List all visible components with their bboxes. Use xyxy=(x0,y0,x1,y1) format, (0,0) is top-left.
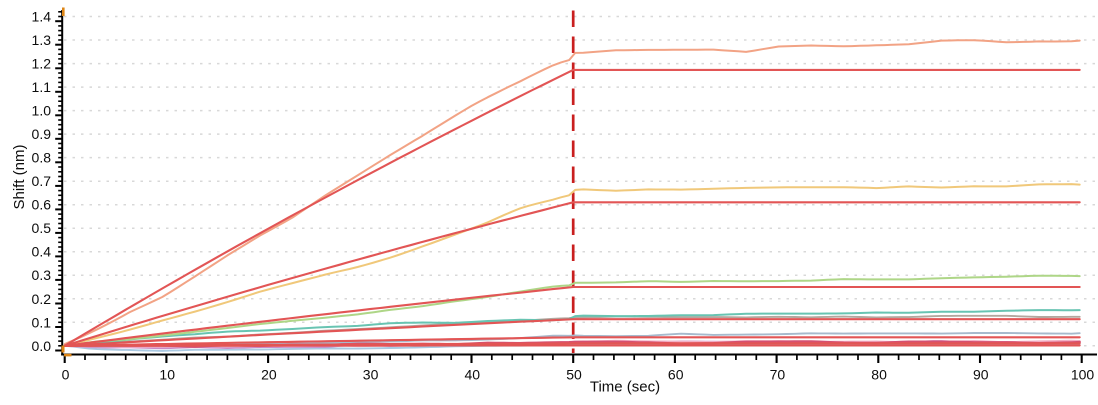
svg-text:1.0: 1.0 xyxy=(32,103,52,119)
svg-text:90: 90 xyxy=(973,366,989,382)
svg-text:60: 60 xyxy=(668,366,684,382)
svg-text:0.1: 0.1 xyxy=(32,314,52,330)
svg-text:0.9: 0.9 xyxy=(32,126,52,142)
svg-text:0.6: 0.6 xyxy=(32,197,52,213)
svg-text:1.3: 1.3 xyxy=(32,32,52,48)
svg-text:10: 10 xyxy=(159,366,175,382)
svg-text:0.2: 0.2 xyxy=(32,291,52,307)
svg-text:0.4: 0.4 xyxy=(32,244,52,260)
svg-text:1.4: 1.4 xyxy=(32,9,52,25)
svg-text:20: 20 xyxy=(261,366,277,382)
svg-text:100: 100 xyxy=(1071,366,1095,382)
svg-text:30: 30 xyxy=(363,366,379,382)
svg-text:0.3: 0.3 xyxy=(32,267,52,283)
svg-text:1.2: 1.2 xyxy=(32,56,52,72)
svg-text:50: 50 xyxy=(566,366,582,382)
svg-text:Time (sec): Time (sec) xyxy=(590,378,660,395)
svg-text:0.8: 0.8 xyxy=(32,150,52,166)
svg-text:0: 0 xyxy=(62,366,70,382)
svg-text:1.1: 1.1 xyxy=(32,79,52,95)
svg-text:Shift (nm): Shift (nm) xyxy=(11,144,28,209)
svg-text:0.0: 0.0 xyxy=(32,338,52,354)
svg-text:80: 80 xyxy=(871,366,887,382)
svg-text:40: 40 xyxy=(465,366,481,382)
svg-text:0.5: 0.5 xyxy=(32,220,52,236)
svg-text:0.7: 0.7 xyxy=(32,173,52,189)
svg-text:70: 70 xyxy=(770,366,786,382)
